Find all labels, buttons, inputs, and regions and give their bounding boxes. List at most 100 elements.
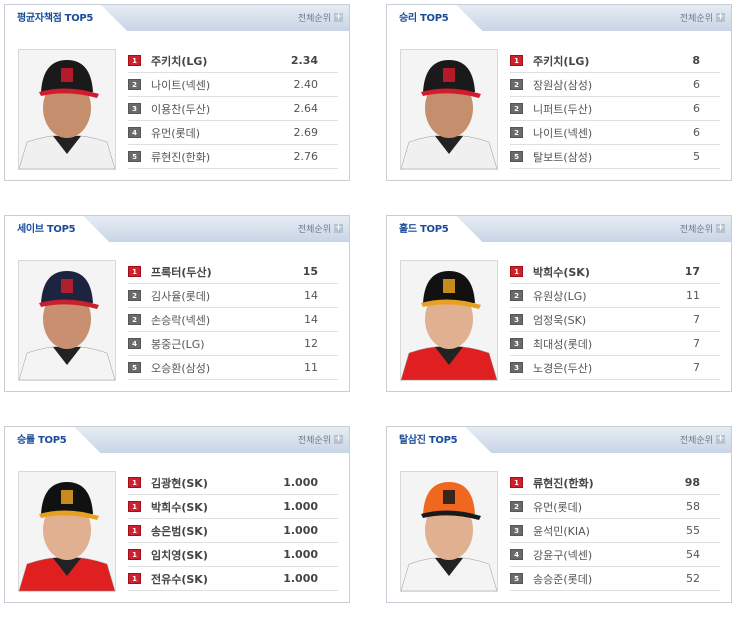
stat-value: 17 bbox=[684, 265, 700, 278]
player-name[interactable]: 송은범(SK) bbox=[151, 524, 208, 538]
stat-value: 52 bbox=[686, 572, 700, 585]
ranking-row[interactable]: 1 박희수(SK) 1.000 bbox=[128, 495, 338, 519]
ranking-row[interactable]: 4 봉중근(LG) 12 bbox=[128, 332, 338, 356]
player-name[interactable]: 손승락(넥센) bbox=[151, 313, 211, 327]
ranking-row[interactable]: 5 류현진(한화) 2.76 bbox=[128, 145, 338, 169]
ranking-row[interactable]: 1 프록터(두산) 15 bbox=[128, 260, 338, 284]
ranking-row[interactable]: 5 탈보트(삼성) 5 bbox=[510, 145, 720, 169]
rank-badge: 4 bbox=[510, 549, 523, 560]
ranking-row[interactable]: 1 전유수(SK) 1.000 bbox=[128, 567, 338, 591]
panel-header: 승리 TOP5 전체순위 + bbox=[387, 5, 731, 31]
plus-icon: + bbox=[334, 12, 343, 22]
player-name[interactable]: 프록터(두산) bbox=[151, 265, 212, 279]
ranking-row[interactable]: 3 윤석민(KIA) 55 bbox=[510, 519, 720, 543]
ranking-list: 1 류현진(한화) 98 2 유먼(롯데) 58 3 윤석민(KIA) 55 4… bbox=[510, 471, 720, 591]
player-name[interactable]: 전유수(SK) bbox=[151, 572, 208, 586]
ranking-row[interactable]: 2 니퍼트(두산) 6 bbox=[510, 97, 720, 121]
rank-badge: 3 bbox=[128, 103, 141, 114]
ranking-row[interactable]: 2 나이트(넥센) 6 bbox=[510, 121, 720, 145]
player-name[interactable]: 류현진(한화) bbox=[533, 476, 594, 490]
stat-value: 15 bbox=[302, 265, 318, 278]
ranking-row[interactable]: 5 송승준(롯데) 52 bbox=[510, 567, 720, 591]
player-name[interactable]: 송승준(롯데) bbox=[533, 572, 593, 586]
ranking-row[interactable]: 3 이용찬(두산) 2.64 bbox=[128, 97, 338, 121]
ranking-row[interactable]: 1 류현진(한화) 98 bbox=[510, 471, 720, 495]
ranking-row[interactable]: 2 김사율(롯데) 14 bbox=[128, 284, 338, 308]
plus-icon: + bbox=[334, 434, 343, 444]
player-name[interactable]: 노경은(두산) bbox=[533, 361, 593, 375]
ranking-row[interactable]: 2 장원삼(삼성) 6 bbox=[510, 73, 720, 97]
view-all-label: 전체순위 bbox=[297, 14, 331, 24]
ranking-row[interactable]: 1 송은범(SK) 1.000 bbox=[128, 519, 338, 543]
rank-badge: 2 bbox=[128, 290, 141, 301]
player-name[interactable]: 나이트(넥센) bbox=[533, 126, 593, 140]
stat-value: 11 bbox=[304, 361, 318, 374]
ranking-row[interactable]: 1 박희수(SK) 17 bbox=[510, 260, 720, 284]
ranking-row[interactable]: 2 나이트(넥센) 2.40 bbox=[128, 73, 338, 97]
player-name[interactable]: 김광현(SK) bbox=[151, 476, 208, 490]
rank-badge: 5 bbox=[510, 573, 523, 584]
ranking-row[interactable]: 1 김광현(SK) 1.000 bbox=[128, 471, 338, 495]
ranking-row[interactable]: 4 유먼(롯데) 2.69 bbox=[128, 121, 338, 145]
player-name[interactable]: 오승환(삼성) bbox=[151, 361, 211, 375]
player-name[interactable]: 임치영(SK) bbox=[151, 548, 208, 562]
ranking-row[interactable]: 5 오승환(삼성) 11 bbox=[128, 356, 338, 380]
player-photo bbox=[18, 260, 116, 381]
stat-value: 8 bbox=[692, 54, 700, 67]
player-name[interactable]: 나이트(넥센) bbox=[151, 78, 211, 92]
stat-value: 6 bbox=[693, 126, 700, 139]
player-photo bbox=[18, 49, 116, 170]
ranking-row[interactable]: 3 최대성(롯데) 7 bbox=[510, 332, 720, 356]
stat-value: 2.76 bbox=[293, 150, 319, 163]
view-all-link[interactable]: 전체순위 + bbox=[680, 222, 725, 235]
player-name[interactable]: 주키치(LG) bbox=[533, 54, 590, 68]
ranking-row[interactable]: 2 유원상(LG) 11 bbox=[510, 284, 720, 308]
player-name[interactable]: 주키치(LG) bbox=[151, 54, 208, 68]
ranking-row[interactable]: 2 유먼(롯데) 58 bbox=[510, 495, 720, 519]
stat-value: 55 bbox=[686, 524, 700, 537]
rank-badge: 3 bbox=[510, 362, 523, 373]
ranking-row[interactable]: 1 임치영(SK) 1.000 bbox=[128, 543, 338, 567]
stat-value: 5 bbox=[693, 150, 700, 163]
ranking-row[interactable]: 1 주키치(LG) 2.34 bbox=[128, 49, 338, 73]
ranking-panel: 승리 TOP5 전체순위 + 1 주키치(LG) 8 2 장원삼(삼성) 6 2 … bbox=[386, 4, 732, 181]
panel-title-tab: 세이브 TOP5 bbox=[5, 216, 109, 242]
player-name[interactable]: 유먼(롯데) bbox=[533, 500, 583, 514]
player-name[interactable]: 박희수(SK) bbox=[533, 265, 590, 279]
panel-title-tab: 승률 TOP5 bbox=[5, 427, 100, 453]
ranking-row[interactable]: 3 노경은(두산) 7 bbox=[510, 356, 720, 380]
ranking-panel: 세이브 TOP5 전체순위 + 1 프록터(두산) 15 2 김사율(롯데) 14… bbox=[4, 215, 350, 392]
player-name[interactable]: 유원상(LG) bbox=[533, 289, 587, 303]
rank-badge: 1 bbox=[128, 501, 141, 512]
player-name[interactable]: 장원삼(삼성) bbox=[533, 78, 593, 92]
rank-badge: 1 bbox=[128, 573, 141, 584]
ranking-row[interactable]: 1 주키치(LG) 8 bbox=[510, 49, 720, 73]
stat-value: 6 bbox=[693, 102, 700, 115]
player-name[interactable]: 봉중근(LG) bbox=[151, 337, 205, 351]
player-name[interactable]: 엄정욱(SK) bbox=[533, 313, 587, 327]
view-all-link[interactable]: 전체순위 + bbox=[680, 11, 725, 24]
player-name[interactable]: 탈보트(삼성) bbox=[533, 150, 593, 164]
rank-badge: 2 bbox=[510, 127, 523, 138]
stat-value: 14 bbox=[304, 313, 318, 326]
stat-value: 2.34 bbox=[290, 54, 318, 67]
view-all-link[interactable]: 전체순위 + bbox=[298, 11, 343, 24]
view-all-link[interactable]: 전체순위 + bbox=[298, 222, 343, 235]
player-name[interactable]: 니퍼트(두산) bbox=[533, 102, 593, 116]
rank-badge: 1 bbox=[128, 477, 141, 488]
player-name[interactable]: 유먼(롯데) bbox=[151, 126, 201, 140]
player-name[interactable]: 김사율(롯데) bbox=[151, 289, 211, 303]
panel-title: 승리 TOP5 bbox=[399, 13, 449, 24]
player-name[interactable]: 류현진(한화) bbox=[151, 150, 211, 164]
player-photo bbox=[18, 471, 116, 592]
player-name[interactable]: 최대성(롯데) bbox=[533, 337, 593, 351]
ranking-row[interactable]: 3 엄정욱(SK) 7 bbox=[510, 308, 720, 332]
player-name[interactable]: 박희수(SK) bbox=[151, 500, 208, 514]
player-name[interactable]: 이용찬(두산) bbox=[151, 102, 211, 116]
view-all-link[interactable]: 전체순위 + bbox=[298, 433, 343, 446]
ranking-row[interactable]: 4 강윤구(넥센) 54 bbox=[510, 543, 720, 567]
ranking-row[interactable]: 2 손승락(넥센) 14 bbox=[128, 308, 338, 332]
player-name[interactable]: 강윤구(넥센) bbox=[533, 548, 593, 562]
view-all-link[interactable]: 전체순위 + bbox=[680, 433, 725, 446]
player-name[interactable]: 윤석민(KIA) bbox=[533, 524, 590, 538]
